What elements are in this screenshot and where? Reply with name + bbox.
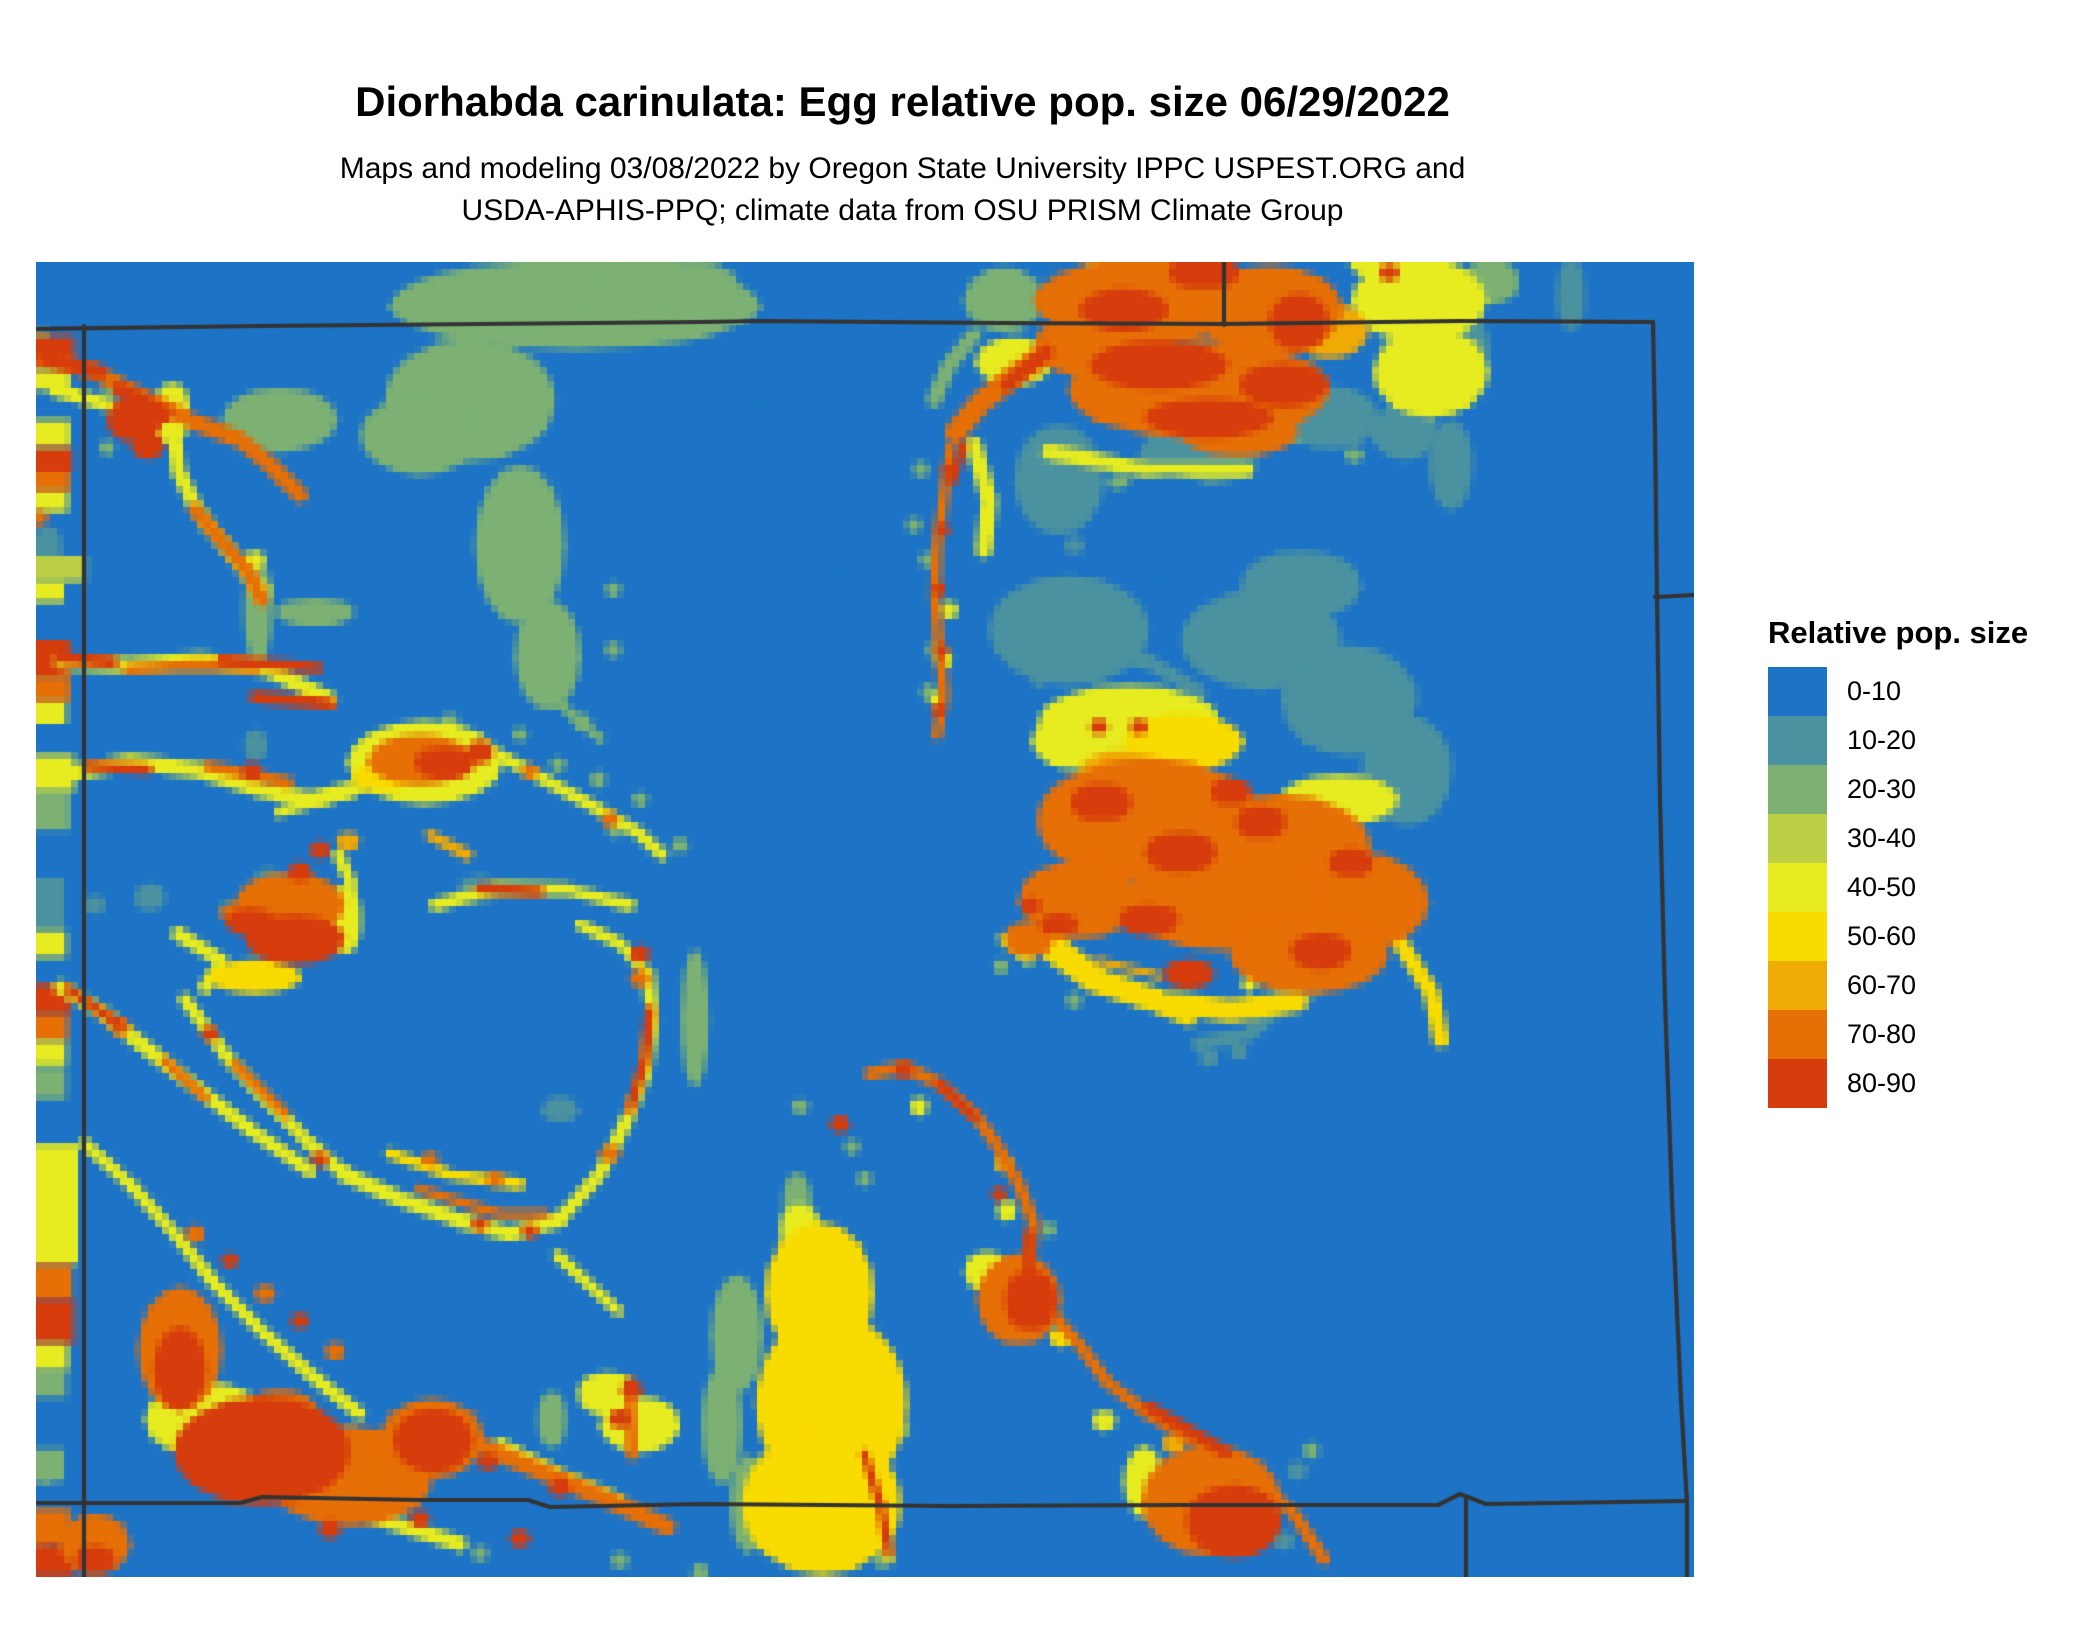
legend: Relative pop. size 0-10 10-20 20-30 30-4… — [1768, 615, 2098, 1108]
legend-row: 40-50 — [1768, 863, 2098, 912]
legend-color-swatch — [1768, 667, 1827, 716]
subtitle-line-2: USDA-APHIS-PPQ; climate data from OSU PR… — [461, 194, 1344, 227]
legend-range-label: 0-10 — [1847, 676, 1902, 706]
legend-row: 10-20 — [1768, 716, 2098, 765]
subtitle-line-1: Maps and modeling 03/08/2022 by Oregon S… — [339, 152, 1466, 185]
map-container — [36, 262, 1694, 1577]
legend-range-label: 60-70 — [1847, 970, 1917, 1000]
legend-color-swatch — [1768, 912, 1827, 961]
legend-row: 70-80 — [1768, 1010, 2098, 1059]
legend-range-label: 30-40 — [1847, 823, 1917, 853]
page-subtitle: Maps and modeling 03/08/2022 by Oregon S… — [40, 148, 1765, 232]
legend-color-swatch — [1768, 863, 1827, 912]
header: Diorhabda carinulata: Egg relative pop. … — [40, 0, 1765, 232]
legend-range-label: 20-30 — [1847, 774, 1917, 804]
legend-range-label: 70-80 — [1847, 1019, 1917, 1049]
population-map-canvas — [36, 262, 1694, 1577]
legend-color-swatch — [1768, 961, 1827, 1010]
legend-row: 30-40 — [1768, 814, 2098, 863]
legend-range-label: 40-50 — [1847, 872, 1917, 902]
legend-color-swatch — [1768, 1059, 1827, 1108]
legend-color-swatch — [1768, 716, 1827, 765]
legend-row: 60-70 — [1768, 961, 2098, 1010]
legend-color-swatch — [1768, 814, 1827, 863]
legend-range-label: 10-20 — [1847, 725, 1917, 755]
legend-items: 0-10 10-20 20-30 30-40 40-50 50-60 60-70… — [1768, 667, 2098, 1108]
legend-range-label: 80-90 — [1847, 1068, 1917, 1098]
legend-color-swatch — [1768, 765, 1827, 814]
legend-color-swatch — [1768, 1010, 1827, 1059]
legend-title: Relative pop. size — [1768, 615, 2029, 650]
page-title: Diorhabda carinulata: Egg relative pop. … — [355, 78, 1450, 125]
legend-range-label: 50-60 — [1847, 921, 1917, 951]
legend-row: 50-60 — [1768, 912, 2098, 961]
legend-row: 0-10 — [1768, 667, 2098, 716]
legend-row: 20-30 — [1768, 765, 2098, 814]
legend-row: 80-90 — [1768, 1059, 2098, 1108]
